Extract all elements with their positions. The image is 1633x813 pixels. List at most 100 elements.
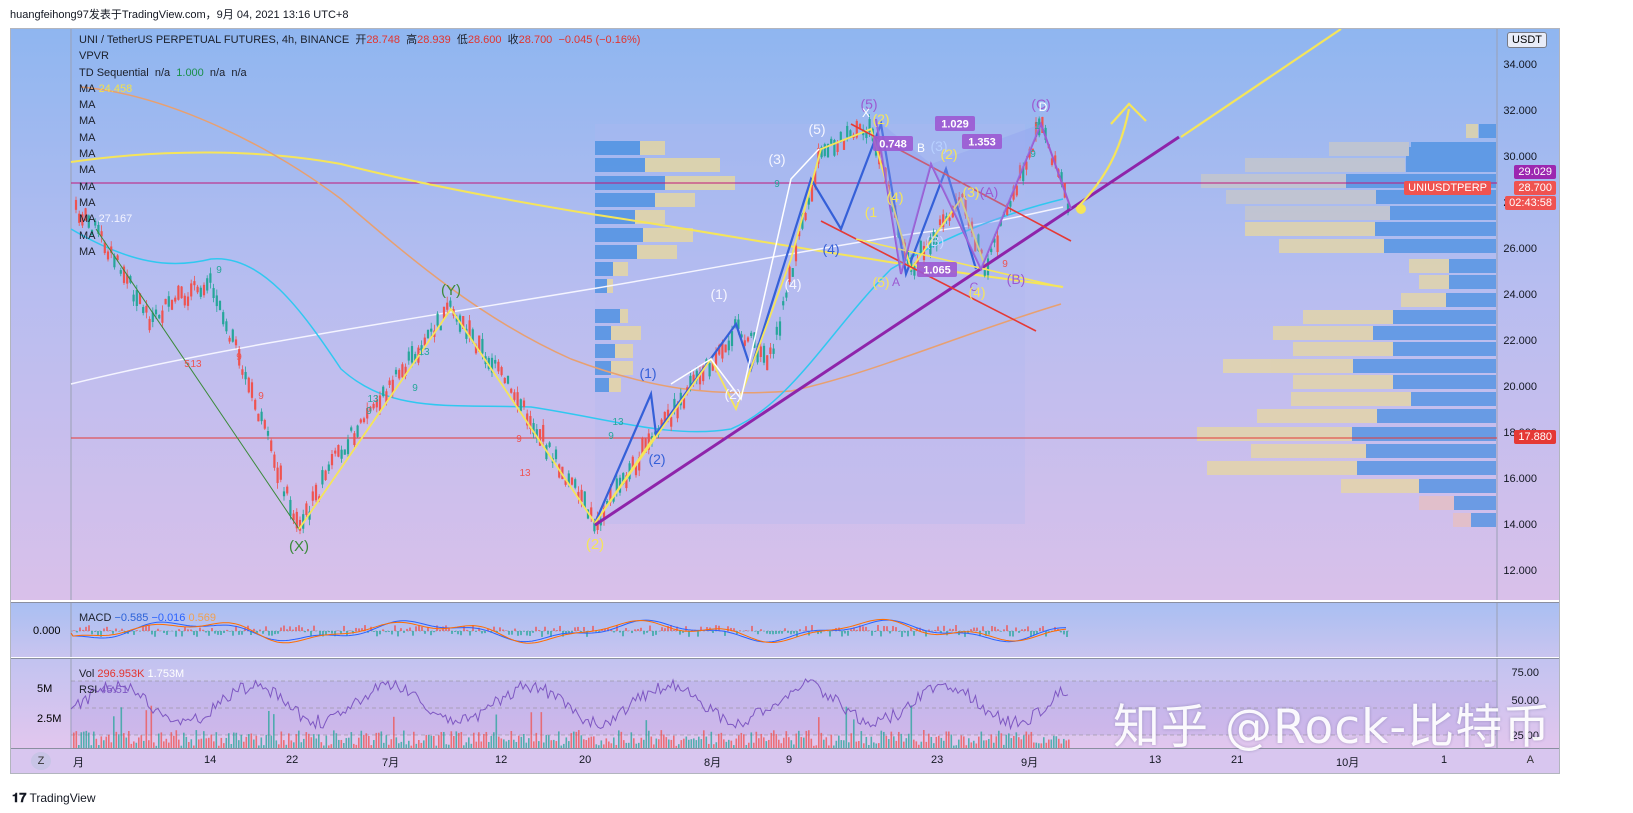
purple-harmonic-pattern (875, 118, 1072, 275)
time-label: 20 (579, 754, 592, 766)
macd-bar (664, 628, 666, 631)
price-pane[interactable]: (X) (Y) (2) (1) (2) (1) (2) (3) (4) (5) (2) (4) (5)(… (11, 29, 1559, 600)
volume-bar (905, 738, 908, 749)
volume-bar (508, 739, 510, 749)
volume-bar (818, 717, 820, 749)
volume-bar (400, 741, 403, 749)
candle-body (330, 454, 334, 466)
macd-bar (1018, 631, 1020, 633)
volume-bar (220, 737, 223, 749)
volume-bar (750, 732, 753, 749)
volume-bar (245, 736, 248, 749)
volume-bar (273, 714, 275, 749)
macd-bar (649, 625, 651, 631)
macd-bar (952, 628, 954, 631)
time-axis[interactable]: Z 月 14 22 7月 12 20 8月 9 23 9月 13 21 10月 1 A (11, 748, 1559, 773)
symbol-line[interactable]: UNI / TetherUS PERPETUAL FUTURES, 4h, BI… (79, 32, 640, 48)
volume-bar (888, 739, 890, 749)
volume-bar (515, 742, 518, 749)
volume-bar (310, 737, 313, 749)
macd-bar (151, 631, 153, 635)
candle-body (145, 305, 148, 313)
volume-bar (873, 742, 875, 749)
candle-body (116, 255, 119, 261)
td-sequential-line[interactable]: TD Sequential n/a 1.000 n/a n/a (79, 65, 640, 81)
volume-rsi-svg (70, 659, 1498, 749)
candle-body (922, 245, 926, 261)
macd-bar (895, 627, 897, 631)
zhihu-watermark: 知乎 @Rock-比特币 (1113, 700, 1552, 755)
td-v4: n/a (231, 66, 247, 79)
candle-body (1066, 203, 1070, 213)
volume-bar (948, 731, 950, 749)
ma-line-3[interactable]: MA (79, 113, 640, 129)
volume-bar (223, 743, 225, 749)
ma-line-4[interactable]: MA (79, 130, 640, 146)
ma-line-2[interactable]: MA (79, 97, 640, 113)
macd-bar (700, 626, 702, 631)
auto-scale-button[interactable]: A (1526, 754, 1534, 766)
volume-bar (590, 736, 593, 749)
vpvr-label[interactable]: VPVR (79, 50, 109, 63)
volume-bar (775, 734, 778, 749)
candle-body (481, 338, 484, 354)
macd-bar (136, 630, 138, 631)
ma-line-10[interactable]: MA (79, 228, 640, 244)
volume-rsi-pane[interactable]: Vol 296.953K 1.753M RSI 45.51 5M 2.5M 75… (11, 658, 1559, 749)
td-count: 13 (519, 468, 531, 479)
td-count: 9 (236, 352, 242, 363)
volume-bar (143, 740, 145, 749)
tradingview-footer[interactable]: 𝟏𝟕 TradingView (12, 790, 96, 806)
volume-bar (170, 732, 173, 749)
ma-line-6[interactable]: MA (79, 162, 640, 178)
candle-body (385, 391, 388, 403)
ma-line-9[interactable]: MA 27.167 (79, 211, 640, 227)
volume-bar (490, 735, 493, 749)
volume-bar (110, 742, 113, 749)
volume-bar (805, 730, 808, 749)
ma-line-1[interactable]: MA 24.458 (79, 81, 640, 97)
volume-bar (130, 743, 133, 749)
fib-ratio-label: 1.353 (968, 137, 996, 149)
candle-body (602, 507, 606, 521)
volume-bar (770, 732, 773, 749)
volume-bar (913, 739, 915, 749)
macd-bar (688, 631, 690, 637)
ma-label: MA (79, 196, 96, 209)
ma-line-8[interactable]: MA (79, 195, 640, 211)
time-label: 13 (1149, 754, 1162, 766)
candle-body (426, 329, 430, 339)
candle-body (801, 214, 804, 229)
candle-body (570, 477, 574, 485)
symbol-tag: UNIUSDTPERP (1404, 181, 1491, 195)
volume-bar (105, 736, 108, 749)
volume-bar (930, 737, 933, 749)
candle-body (158, 315, 161, 319)
macd-bar (553, 628, 555, 631)
macd-bar (925, 631, 927, 637)
ma-line-7[interactable]: MA (79, 179, 640, 195)
wave-label: (Y) (441, 282, 461, 299)
td-count: 9 (774, 179, 780, 190)
macd-bar (193, 631, 195, 636)
volume-bar (870, 736, 873, 749)
ma-line-5[interactable]: MA (79, 146, 640, 162)
ma-cyan-line (70, 198, 1064, 433)
zoom-button[interactable]: Z (31, 752, 51, 770)
volume-bar (313, 734, 315, 749)
volume-bar (443, 731, 445, 749)
macd-bar (970, 629, 972, 631)
ma-line-11[interactable]: MA (79, 244, 640, 260)
volume-bar (648, 730, 650, 749)
macd-bar (793, 631, 795, 634)
volume-bar (1023, 735, 1025, 749)
volume-bar (935, 736, 938, 749)
volume-bar (480, 741, 483, 749)
macd-pane[interactable]: MACD −0.585 −0.016 0.569 0.000 (11, 602, 1559, 657)
volume-bar (605, 738, 608, 749)
volume-bar (288, 733, 290, 749)
wave-label: (5) (808, 121, 825, 137)
currency-button[interactable]: USDT (1507, 32, 1547, 48)
macd-bar (712, 631, 714, 633)
macd-bar (454, 631, 456, 632)
